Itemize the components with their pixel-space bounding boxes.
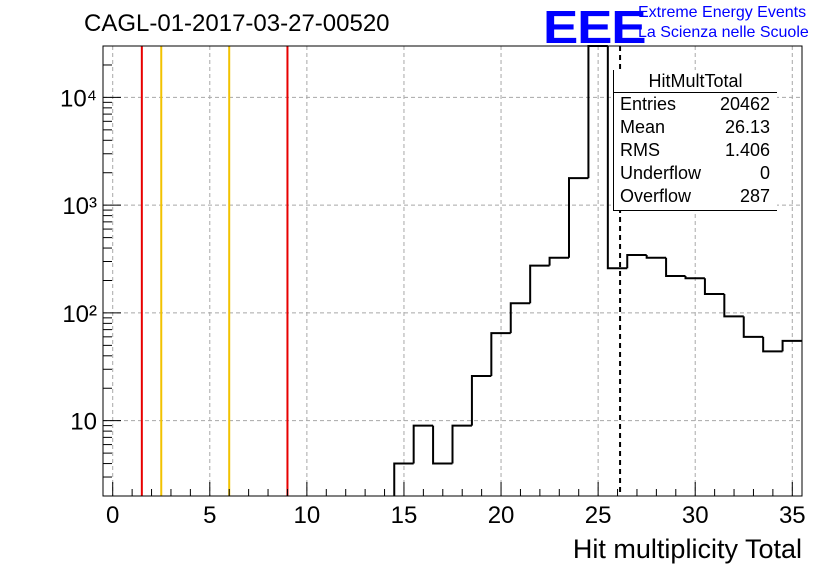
stats-value: 0: [759, 163, 770, 183]
histogram-bin: [412, 424, 434, 464]
x-tick-label: 10: [294, 502, 321, 529]
x-tick-label: 35: [779, 502, 806, 529]
plot-frame: [102, 45, 803, 497]
x-tick-label: 15: [391, 502, 418, 529]
histogram-bin: [509, 302, 531, 334]
y-tick-label: 10: [70, 409, 97, 436]
histogram-bin: [568, 177, 589, 258]
marker-lines: [140, 46, 622, 496]
eee-line-1: Extreme Energy Events: [638, 4, 807, 21]
stats-label: Entries: [620, 94, 677, 114]
stats-label: Mean: [620, 117, 666, 137]
stats-row-overflow: Overflow 287: [620, 185, 770, 207]
histogram-bin: [626, 253, 647, 269]
histogram-bin: [645, 254, 667, 259]
stats-label: Underflow: [620, 163, 702, 183]
y-tick-label: 10²: [62, 301, 97, 328]
eee-logo: EEE: [543, 1, 647, 53]
histogram-bin: [684, 276, 705, 280]
stats-row-entries: Entries 20462: [620, 93, 770, 115]
x-tick-label: 30: [682, 502, 709, 529]
stats-value: 26.13: [724, 117, 770, 137]
histogram-bin: [762, 336, 783, 353]
histogram-bin: [548, 256, 569, 266]
histogram-bin: [606, 46, 628, 270]
stats-row-underflow: Underflow 0: [620, 162, 770, 184]
stats-value: 1.406: [724, 140, 770, 160]
x-axis-label: Hit multiplicity Total: [573, 534, 802, 564]
run-title: CAGL-01-2017-03-27-00520: [84, 10, 390, 37]
histogram-bin: [451, 424, 472, 464]
histogram-bin: [490, 332, 511, 376]
x-tick-label: 25: [585, 502, 612, 529]
histogram-bin: [393, 462, 414, 496]
x-tick-label: 5: [203, 502, 216, 529]
histogram-bin: [742, 316, 764, 338]
stats-title: HitMultTotal: [648, 71, 743, 91]
x-tick-label: 20: [488, 502, 515, 529]
tick-labels: 0 5 10 15 20 25 30 35 10 10² 10³ 10⁴: [60, 85, 806, 529]
eee-line-2: La Scienza nelle Scuole: [638, 24, 809, 41]
y-tick-label: 10⁴: [60, 85, 97, 112]
stats-label: Overflow: [620, 186, 692, 206]
histogram-bin: [529, 264, 550, 304]
stats-separator: [614, 92, 777, 93]
histogram-bin: [781, 339, 802, 352]
histogram-bin: [665, 257, 686, 278]
histogram-bin: [723, 293, 744, 318]
stats-row-rms: RMS 1.406: [620, 139, 770, 161]
histogram-bin: [432, 425, 453, 465]
stats-row-mean: Mean 26.13: [620, 116, 770, 138]
stats-value: 20462: [719, 94, 770, 114]
histogram-bin: [470, 374, 492, 426]
y-tick-label: 10³: [62, 193, 97, 220]
histogram-bin: [703, 278, 725, 295]
axis-ticks: [103, 45, 793, 497]
stats-label: RMS: [620, 140, 660, 160]
stats-value: 287: [739, 186, 770, 206]
x-tick-label: 0: [106, 502, 119, 529]
stats-box: HitMultTotal Entries 20462 Mean 26.13 RM…: [613, 70, 777, 211]
